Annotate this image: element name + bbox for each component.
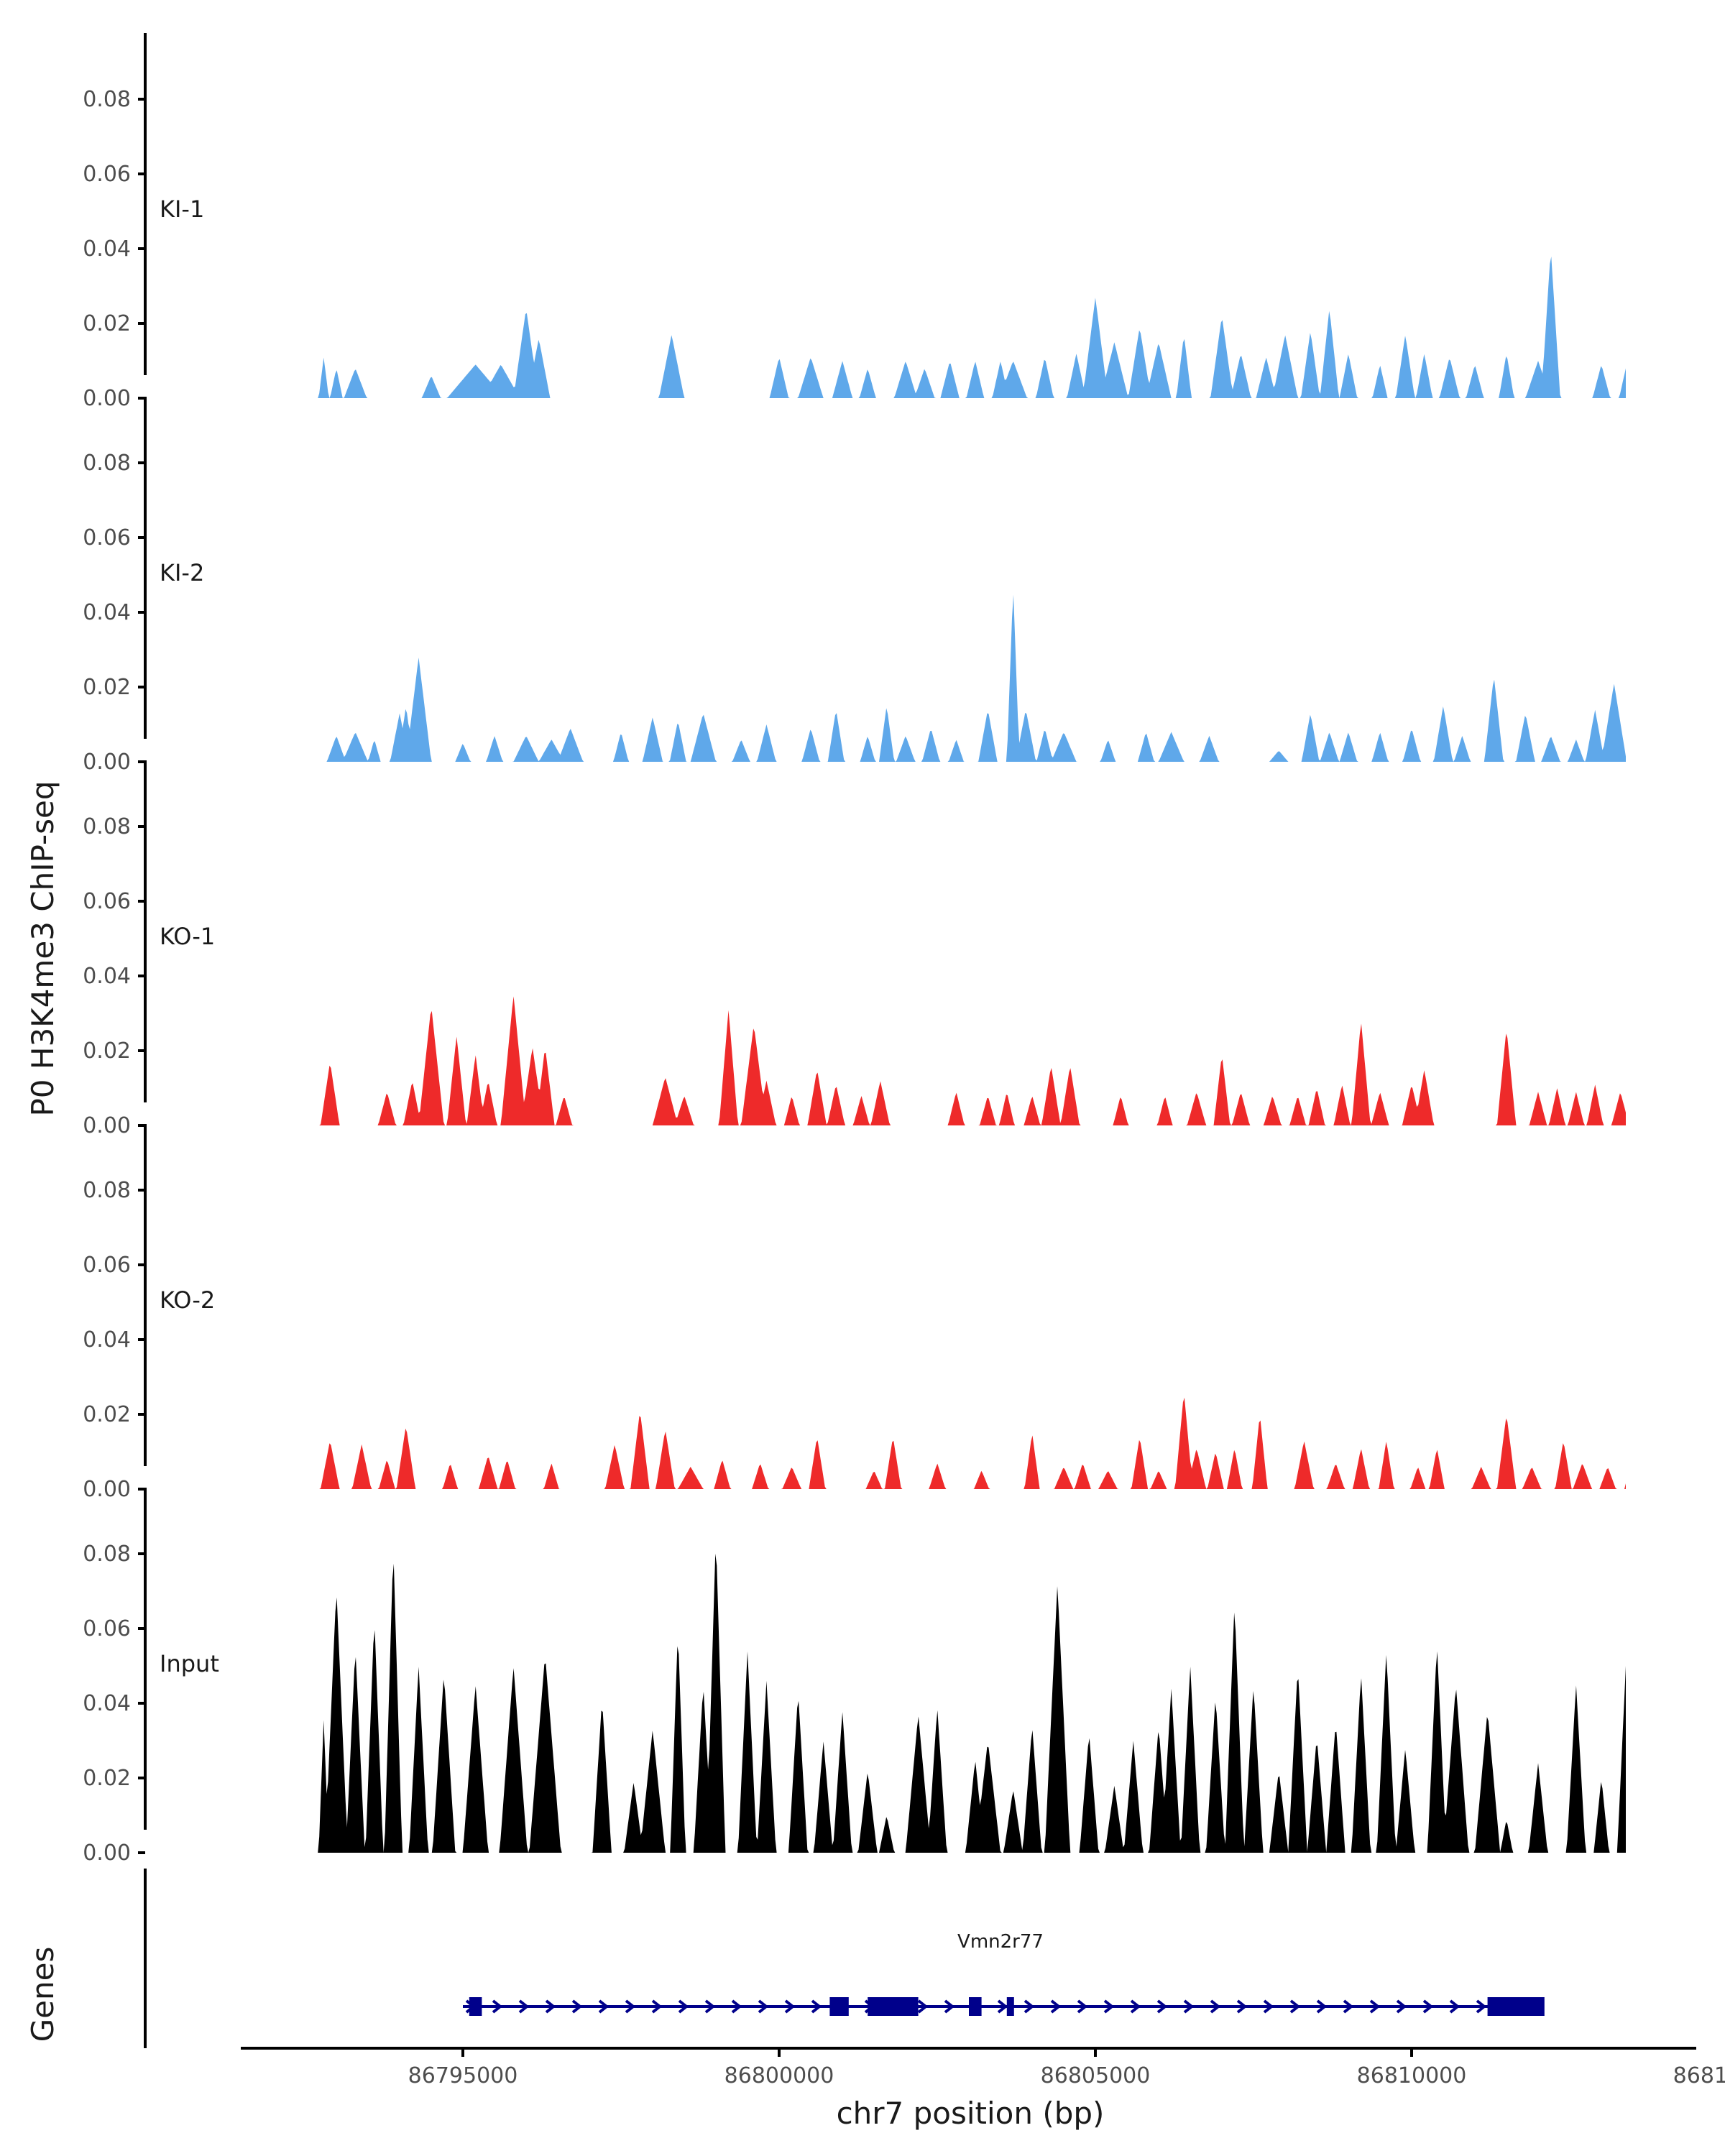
strand-arrow <box>758 1999 769 2014</box>
strand-arrow <box>1369 1999 1381 2014</box>
strand-arrow <box>1289 1999 1301 2014</box>
track-ki-2: 0.00 0.02 0.04 0.06 0.08 KI-2 <box>83 397 1626 775</box>
y-tick-label: 0.08 <box>83 451 131 476</box>
x-axis: 86795000 86800000 86805000 86810000 86815000 <box>241 2047 1725 2088</box>
strand-arrow <box>1210 1999 1221 2014</box>
exon <box>1487 1997 1545 2016</box>
exon <box>868 1997 919 2016</box>
strand-arrow <box>1396 1999 1407 2014</box>
genes-axis-title: Genes <box>25 1947 60 2042</box>
strand-arrow <box>1449 1999 1460 2014</box>
strand-arrow <box>545 1999 556 2014</box>
y-tick-label: 0.08 <box>83 814 131 839</box>
strand-arrow <box>1024 1999 1035 2014</box>
coverage-area <box>310 1553 1626 1853</box>
strand-arrow <box>704 1999 716 2014</box>
strand-arrow <box>571 1999 583 2014</box>
track-label: KI-1 <box>160 195 204 223</box>
y-tick-label: 0.00 <box>83 750 131 775</box>
strand-arrow <box>1050 1999 1062 2014</box>
strand-arrow <box>944 1999 955 2014</box>
strand-arrow <box>997 1999 1008 2014</box>
strand-arrow <box>1263 1999 1274 2014</box>
strand-arrow <box>1236 1999 1248 2014</box>
strand-arrow <box>518 1999 530 2014</box>
y-tick-label: 0.04 <box>83 236 131 262</box>
x-axis-title: chr7 position (bp) <box>837 2096 1105 2131</box>
y-tick-label: 0.00 <box>83 1113 131 1138</box>
strand-arrow <box>1103 1999 1115 2014</box>
strand-arrow <box>731 1999 742 2014</box>
strand-arrow <box>625 1999 636 2014</box>
y-tick-label: 0.04 <box>83 600 131 625</box>
strand-arrow <box>651 1999 663 2014</box>
tracks-layer: 0.00 0.02 0.04 0.06 0.08 KI-1 0.00 0.02 0.04 0.06… <box>83 33 1626 1866</box>
genes-layer: Vmn2r77 <box>144 1869 1545 2048</box>
track-ko-2: 0.00 0.02 0.04 0.06 0.08 KO-2 <box>83 1124 1626 1502</box>
exon <box>969 1997 982 2016</box>
strand-arrow <box>1476 1999 1487 2014</box>
strand-arrow <box>1343 1999 1354 2014</box>
strand-arrow <box>1156 1999 1168 2014</box>
x-tick-label: 86810000 <box>1357 2063 1467 2088</box>
y-tick-label: 0.08 <box>83 1178 131 1203</box>
y-tick-label: 0.02 <box>83 1766 131 1791</box>
y-tick-label: 0.04 <box>83 1691 131 1716</box>
y-tick-label: 0.04 <box>83 964 131 989</box>
track-ki-1: 0.00 0.02 0.04 0.06 0.08 KI-1 <box>83 33 1626 411</box>
track-label: KI-2 <box>160 559 204 586</box>
strand-arrow <box>1077 1999 1088 2014</box>
y-tick-label: 0.02 <box>83 675 131 700</box>
exon <box>469 1997 482 2016</box>
track-label: Input <box>160 1650 219 1677</box>
strand-arrow <box>1316 1999 1328 2014</box>
x-tick-label: 86815000 <box>1673 2063 1725 2088</box>
y-tick-label: 0.06 <box>83 889 131 914</box>
strand-arrow <box>784 1999 796 2014</box>
exon <box>1006 1997 1014 2016</box>
exon <box>829 1997 849 2016</box>
track-label: KO-2 <box>160 1286 215 1314</box>
coverage-area <box>310 594 1626 762</box>
strand-arrow <box>811 1999 822 2014</box>
y-tick-label: 0.00 <box>83 1477 131 1502</box>
coverage-area <box>310 996 1626 1125</box>
y-tick-label: 0.08 <box>83 1542 131 1567</box>
y-tick-label: 0.06 <box>83 525 131 550</box>
x-tick-label: 86800000 <box>724 2063 834 2088</box>
track-label: KO-1 <box>160 923 215 950</box>
y-tick-label: 0.02 <box>83 311 131 336</box>
strand-arrow <box>598 1999 610 2014</box>
y-tick-label: 0.08 <box>83 87 131 112</box>
y-tick-label: 0.00 <box>83 1841 131 1866</box>
y-tick-label: 0.06 <box>83 1253 131 1278</box>
strand-arrow <box>1183 1999 1195 2014</box>
strand-arrow <box>1130 1999 1141 2014</box>
strand-arrow <box>917 1999 929 2014</box>
y-tick-label: 0.06 <box>83 162 131 187</box>
y-tick-label: 0.06 <box>83 1616 131 1641</box>
x-tick-label: 86795000 <box>408 2063 518 2088</box>
y-tick-label: 0.00 <box>83 386 131 411</box>
x-tick-label: 86805000 <box>1041 2063 1151 2088</box>
y-axis-title: P0 H3K4me3 ChIP-seq <box>25 780 60 1116</box>
coverage-area <box>310 1397 1626 1489</box>
track-ko-1: 0.00 0.02 0.04 0.06 0.08 KO-1 <box>83 760 1626 1138</box>
track-input: 0.00 0.02 0.04 0.06 0.08 Input <box>83 1488 1626 1866</box>
y-tick-label: 0.02 <box>83 1038 131 1064</box>
gene-name-label: Vmn2r77 <box>957 1931 1044 1953</box>
y-tick-label: 0.04 <box>83 1327 131 1353</box>
strand-arrow <box>1422 1999 1434 2014</box>
y-tick-label: 0.02 <box>83 1402 131 1427</box>
strand-arrow <box>492 1999 503 2014</box>
strand-arrow <box>678 1999 689 2014</box>
